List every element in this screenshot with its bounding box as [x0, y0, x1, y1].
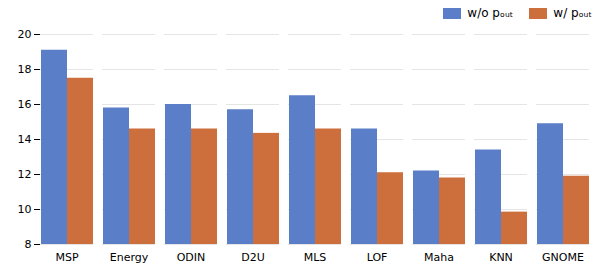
svg-text:10: 10 [18, 203, 32, 216]
svg-text:KNN: KNN [489, 251, 513, 264]
svg-text:Maha: Maha [424, 251, 454, 264]
svg-text:GNOME: GNOME [542, 251, 584, 264]
svg-text:MLS: MLS [304, 251, 327, 264]
svg-text:8: 8 [25, 238, 32, 251]
svg-text:ODIN: ODIN [177, 251, 206, 264]
svg-text:20: 20 [18, 28, 32, 41]
html-text:w/o pₒᵤₜ: w/o pₒᵤₜ [467, 6, 514, 20]
svg-text:LOF: LOF [367, 251, 388, 264]
svg-text:14: 14 [18, 133, 32, 146]
svg-text:18: 18 [18, 63, 32, 76]
html-text:w/ pₒᵤₜ: w/ pₒᵤₜ [553, 6, 592, 20]
svg-text:Energy: Energy [110, 251, 149, 264]
svg-text:16: 16 [18, 98, 32, 111]
svg-text:D2U: D2U [241, 251, 265, 264]
svg-text:MSP: MSP [55, 251, 78, 264]
svg-text:12: 12 [18, 168, 32, 181]
